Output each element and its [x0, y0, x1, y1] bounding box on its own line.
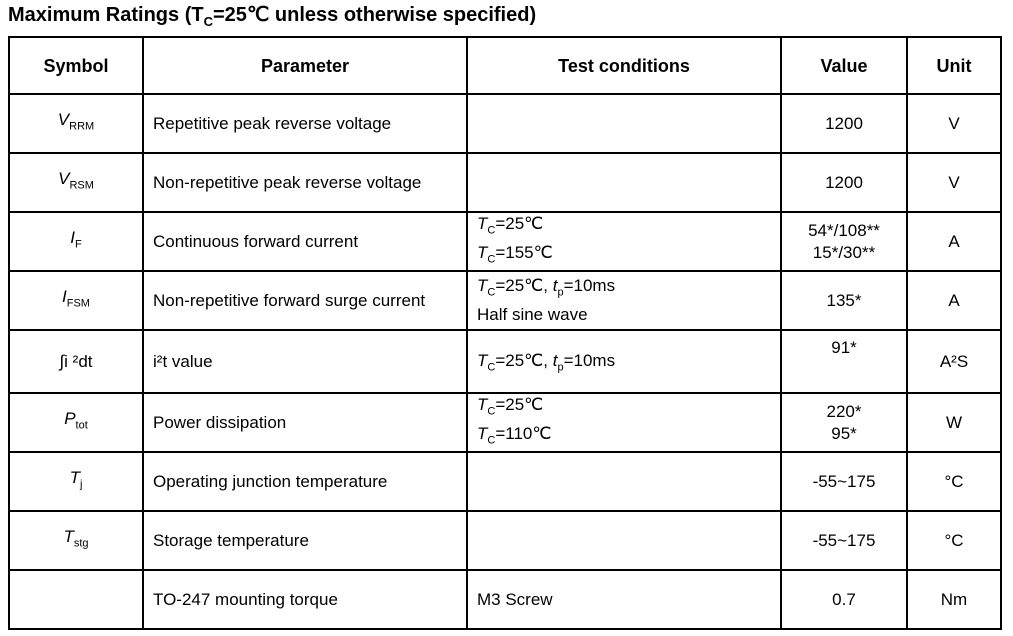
unit-cell: W	[906, 392, 1002, 453]
symbol-cell: IF	[8, 211, 144, 272]
symbol-cell: ∫i ²dt	[8, 329, 144, 394]
conditions-cell: M3 Screw	[466, 569, 782, 630]
value-cell: 91*	[780, 329, 908, 394]
parameter-cell: Storage temperature	[142, 510, 468, 571]
parameter-cell: Continuous forward current	[142, 211, 468, 272]
symbol-cell: VRSM	[8, 152, 144, 213]
symbol-cell: VRRM	[8, 93, 144, 154]
table-row: TO-247 mounting torque M3 Screw 0.7 Nm	[8, 569, 1002, 630]
table-row: Ptot Power dissipation TC=25℃ TC=110℃ 22…	[8, 392, 1002, 453]
unit-cell: Nm	[906, 569, 1002, 630]
maximum-ratings-table: Symbol Parameter Test conditions Value U…	[8, 36, 1002, 630]
section-title: Maximum Ratings (TC=25℃ unless otherwise…	[8, 4, 537, 29]
value-cell: 54*/108** 15*/30**	[780, 211, 908, 272]
header-row: Symbol Parameter Test conditions Value U…	[8, 36, 1002, 95]
unit-cell: V	[906, 152, 1002, 213]
table-row: IFSM Non-repetitive forward surge curren…	[8, 270, 1002, 331]
symbol-cell	[8, 569, 144, 630]
value-cell: 220* 95*	[780, 392, 908, 453]
header-value: Value	[780, 36, 908, 95]
conditions-cell: TC=25℃ TC=110℃	[466, 392, 782, 453]
conditions-cell: TC=25℃, tp=10ms Half sine wave	[466, 270, 782, 331]
symbol-cell: Tstg	[8, 510, 144, 571]
header-parameter: Parameter	[142, 36, 468, 95]
parameter-cell: TO-247 mounting torque	[142, 569, 468, 630]
table-row: ∫i ²dt i²t value TC=25℃, tp=10ms 91* A²S	[8, 329, 1002, 394]
conditions-cell: TC=25℃ TC=155℃	[466, 211, 782, 272]
unit-cell: A²S	[906, 329, 1002, 394]
header-unit: Unit	[906, 36, 1002, 95]
table-row: Tj Operating junction temperature -55~17…	[8, 451, 1002, 512]
value-cell: -55~175	[780, 451, 908, 512]
conditions-cell	[466, 510, 782, 571]
conditions-cell	[466, 152, 782, 213]
table-row: IF Continuous forward current TC=25℃ TC=…	[8, 211, 1002, 272]
parameter-cell: i²t value	[142, 329, 468, 394]
symbol-cell: IFSM	[8, 270, 144, 331]
table-row: VRRM Repetitive peak reverse voltage 120…	[8, 93, 1002, 154]
unit-cell: A	[906, 211, 1002, 272]
unit-cell: A	[906, 270, 1002, 331]
value-cell: 1200	[780, 93, 908, 154]
parameter-cell: Non-repetitive peak reverse voltage	[142, 152, 468, 213]
conditions-cell	[466, 93, 782, 154]
header-test-conditions: Test conditions	[466, 36, 782, 95]
parameter-cell: Non-repetitive forward surge current	[142, 270, 468, 331]
parameter-cell: Power dissipation	[142, 392, 468, 453]
header-symbol: Symbol	[8, 36, 144, 95]
value-cell: 0.7	[780, 569, 908, 630]
symbol-cell: Tj	[8, 451, 144, 512]
value-cell: -55~175	[780, 510, 908, 571]
symbol-cell: Ptot	[8, 392, 144, 453]
unit-cell: °C	[906, 510, 1002, 571]
parameter-cell: Operating junction temperature	[142, 451, 468, 512]
table-row: Tstg Storage temperature -55~175 °C	[8, 510, 1002, 571]
conditions-cell	[466, 451, 782, 512]
unit-cell: V	[906, 93, 1002, 154]
parameter-cell: Repetitive peak reverse voltage	[142, 93, 468, 154]
value-cell: 135*	[780, 270, 908, 331]
unit-cell: °C	[906, 451, 1002, 512]
value-cell: 1200	[780, 152, 908, 213]
conditions-cell: TC=25℃, tp=10ms	[466, 329, 782, 394]
table-row: VRSM Non-repetitive peak reverse voltage…	[8, 152, 1002, 213]
